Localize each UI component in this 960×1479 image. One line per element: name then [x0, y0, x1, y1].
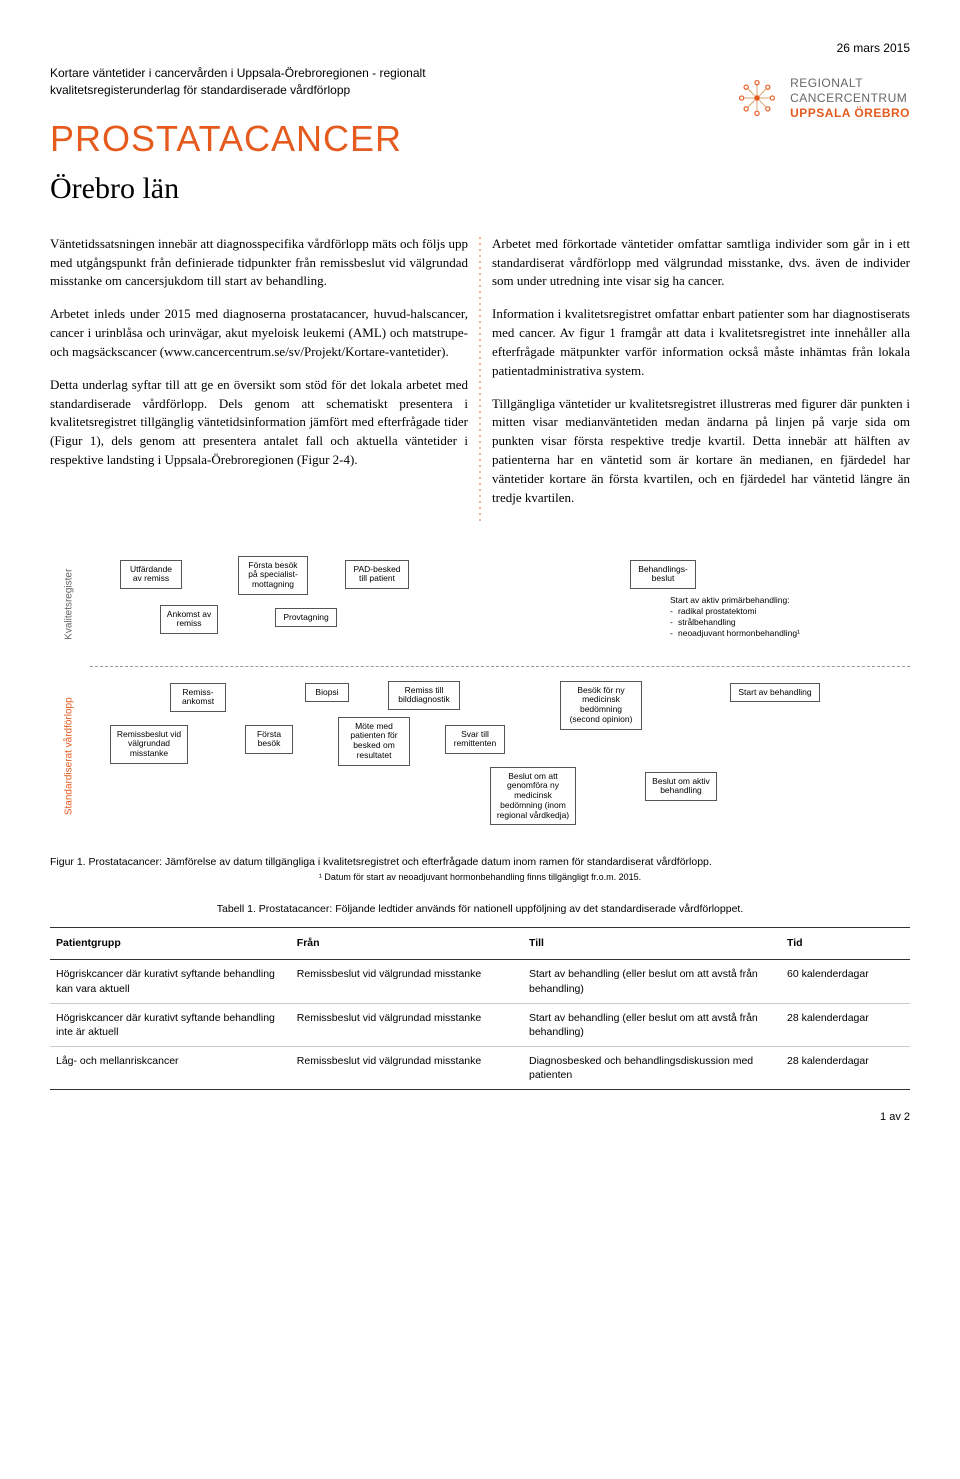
kicker-text: Kortare väntetider i cancervården i Upps… [50, 65, 480, 99]
node: Möte med patienten för besked om resulta… [338, 717, 410, 766]
para: Tillgängliga väntetider ur kvalitetsregi… [492, 395, 910, 508]
node: Första besök [245, 725, 293, 755]
table-1: Patientgrupp Från Till Tid Högriskcancer… [50, 927, 910, 1090]
table-row: Högriskcancer där kurativt syftande beha… [50, 960, 910, 1003]
side-label-pathway: Standardiserat vårdförlopp [50, 677, 90, 837]
para: Information i kvalitetsregistret omfatta… [492, 305, 910, 380]
header-left: Kortare väntetider i cancervården i Upps… [50, 65, 734, 210]
th: Tid [781, 928, 910, 960]
fig1-footnote: ¹ Datum för start av neoadjuvant hormonb… [50, 871, 910, 884]
pathway-nodes: Remissbeslut vid välgrundad misstanke Re… [90, 677, 910, 837]
node: Beslut om aktiv behandling [645, 772, 717, 802]
node: Svar till remittenten [445, 725, 505, 755]
node: Besök för ny medicinsk bedömning (second… [560, 681, 642, 730]
node: Behandlings-beslut [630, 560, 696, 590]
node: Biopsi [305, 683, 349, 703]
main-title: PROSTATACANCER [50, 113, 734, 165]
para: Väntetidssatsningen innebär att diagnoss… [50, 235, 468, 292]
logo-line1: REGIONALT [790, 76, 910, 91]
side-label-registry: Kvalitetsregister [50, 550, 90, 660]
logo-line3: UPPSALA ÖREBRO [790, 106, 910, 121]
table-row: Högriskcancer där kurativt syftande beha… [50, 1003, 910, 1046]
node: PAD-besked till patient [345, 560, 409, 590]
node: Ankomst av remiss [160, 605, 218, 635]
td: Remissbeslut vid välgrundad misstanke [291, 960, 523, 1003]
para: Detta underlag syftar till att ge en öve… [50, 376, 468, 470]
td: Låg- och mellanriskcancer [50, 1047, 291, 1090]
treatment-list: Start av aktiv primärbehandling: radikal… [670, 595, 800, 639]
body-columns: Väntetidssatsningen innebär att diagnoss… [50, 235, 910, 522]
node: Start av behandling [730, 683, 820, 703]
td: 28 kalenderdagar [781, 1047, 910, 1090]
para: Arbetet inleds under 2015 med diagnosern… [50, 305, 468, 362]
treatment-item: radikal prostatektomi [670, 606, 800, 617]
node: Första besök på specialist-mottagning [238, 556, 308, 595]
table-row: Låg- och mellanriskcancer Remissbeslut v… [50, 1047, 910, 1090]
treatment-item: strålbehandling [670, 617, 800, 628]
logo-line2: CANCERCENTRUM [790, 91, 910, 106]
para: Arbetet med förkortade väntetider omfatt… [492, 235, 910, 292]
registry-nodes: Utfärdande av remiss Ankomst av remiss F… [90, 550, 910, 660]
node: Remiss-ankomst [170, 683, 226, 713]
node: Utfärdande av remiss [120, 560, 182, 590]
table-header-row: Patientgrupp Från Till Tid [50, 928, 910, 960]
diagram-row-pathway: Standardiserat vårdförlopp Remissbeslut … [50, 677, 910, 837]
td: Remissbeslut vid välgrundad misstanke [291, 1003, 523, 1046]
th: Patientgrupp [50, 928, 291, 960]
td: Högriskcancer där kurativt syftande beha… [50, 1003, 291, 1046]
table-1-caption: Tabell 1. Prostatacancer: Följande ledti… [50, 902, 910, 917]
sub-title: Örebro län [50, 167, 734, 211]
treatment-item: neoadjuvant hormonbehandling¹ [670, 628, 800, 639]
node: Provtagning [275, 608, 337, 628]
td: Remissbeslut vid välgrundad misstanke [291, 1047, 523, 1090]
figure-1-caption: Figur 1. Prostatacancer: Jämförelse av d… [50, 855, 910, 884]
node: Beslut om att genomföra ny medicinsk bed… [490, 767, 576, 826]
th: Från [291, 928, 523, 960]
td: Diagnosbesked och behandlingsdiskussion … [523, 1047, 781, 1090]
td: Högriskcancer där kurativt syftande beha… [50, 960, 291, 1003]
treatment-head: Start av aktiv primärbehandling: [670, 595, 800, 606]
right-column: Arbetet med förkortade väntetider omfatt… [492, 235, 910, 522]
node: Remiss till bilddiagnostik [388, 681, 460, 711]
column-divider [479, 235, 481, 522]
diagram-row-registry: Kvalitetsregister Utfärdande av remiss A… [50, 550, 910, 660]
left-column: Väntetidssatsningen innebär att diagnoss… [50, 235, 468, 522]
page-number: 1 av 2 [50, 1110, 910, 1126]
rcc-logo-icon [734, 75, 780, 121]
td: 28 kalenderdagar [781, 1003, 910, 1046]
fig1-text: Figur 1. Prostatacancer: Jämförelse av d… [50, 856, 712, 868]
td: 60 kalenderdagar [781, 960, 910, 1003]
logo-text: REGIONALT CANCERCENTRUM UPPSALA ÖREBRO [790, 76, 910, 121]
td: Start av behandling (eller beslut om att… [523, 960, 781, 1003]
figure-1-diagram: Kvalitetsregister Utfärdande av remiss A… [50, 550, 910, 837]
document-date: 26 mars 2015 [50, 40, 910, 57]
td: Start av behandling (eller beslut om att… [523, 1003, 781, 1046]
diagram-divider [90, 666, 910, 667]
th: Till [523, 928, 781, 960]
node: Remissbeslut vid välgrundad misstanke [110, 725, 188, 764]
header: Kortare väntetider i cancervården i Upps… [50, 65, 910, 210]
logo: REGIONALT CANCERCENTRUM UPPSALA ÖREBRO [734, 75, 910, 121]
